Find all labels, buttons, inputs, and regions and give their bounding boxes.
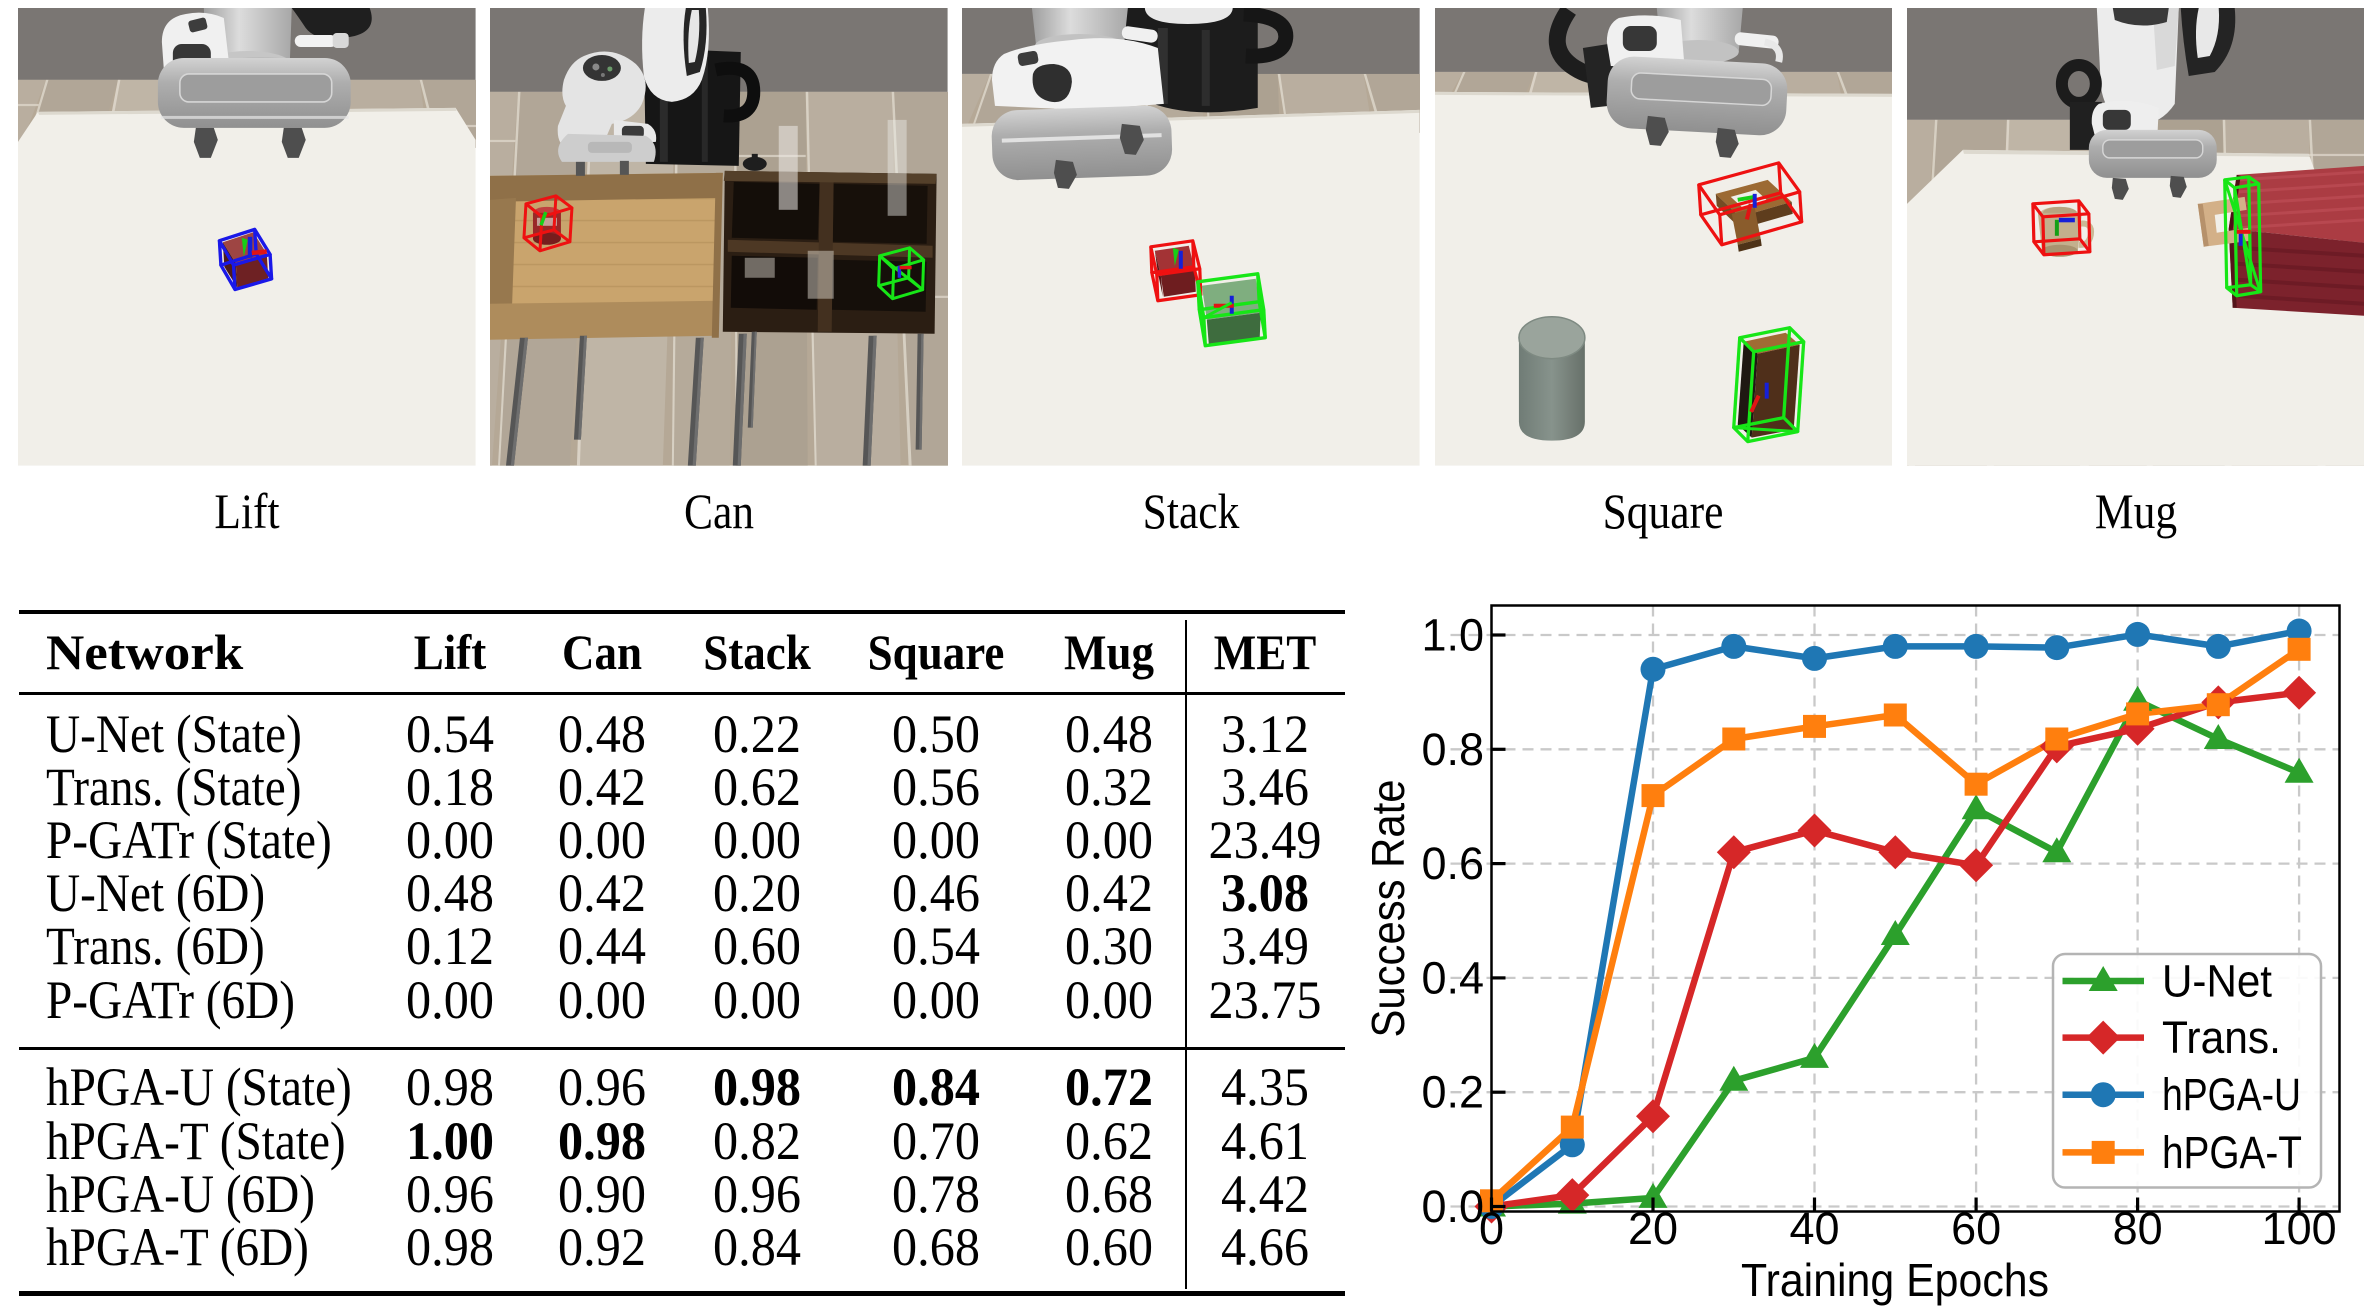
svg-text:0: 0 [1479, 1203, 1504, 1254]
svg-text:1.0: 1.0 [1421, 610, 1484, 661]
svg-text:60: 60 [1951, 1203, 2001, 1254]
svg-text:Trans.: Trans. [2162, 1012, 2281, 1063]
svg-text:100: 100 [2262, 1203, 2337, 1254]
svg-text:hPGA-U: hPGA-U [2162, 1069, 2301, 1120]
svg-text:80: 80 [2113, 1203, 2163, 1254]
svg-text:0.6: 0.6 [1421, 838, 1484, 889]
svg-text:40: 40 [1789, 1203, 1839, 1254]
svg-text:U-Net: U-Net [2162, 956, 2272, 1007]
svg-text:hPGA-T: hPGA-T [2162, 1127, 2302, 1178]
svg-text:Success Rate: Success Rate [1362, 780, 1414, 1038]
svg-text:20: 20 [1628, 1203, 1678, 1254]
svg-text:0.4: 0.4 [1421, 952, 1484, 1003]
svg-text:Training Epochs: Training Epochs [1741, 1254, 2049, 1306]
svg-text:0.8: 0.8 [1421, 724, 1484, 775]
svg-text:0.2: 0.2 [1421, 1067, 1484, 1118]
svg-text:0.0: 0.0 [1421, 1181, 1484, 1232]
